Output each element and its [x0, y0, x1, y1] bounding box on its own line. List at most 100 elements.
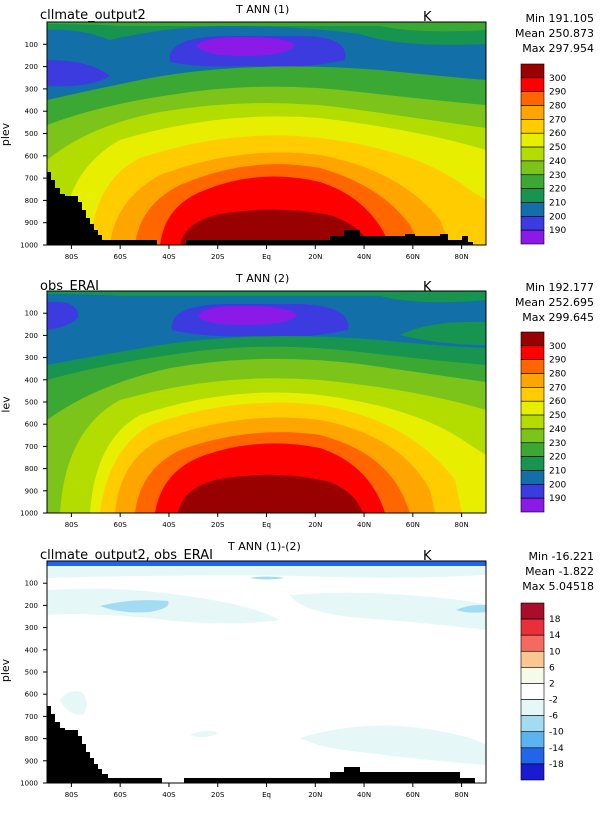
panel2-legend-label: 210 — [549, 466, 566, 476]
panel1-ytick-label: 1000 — [20, 242, 38, 250]
panel1-legend-swatch — [520, 188, 545, 203]
panel2-legend-label: 280 — [549, 370, 566, 380]
panel3-legend-swatch — [520, 634, 545, 652]
panel2-ytick-label: 100 — [25, 310, 38, 318]
panel3-max: Max 5.04518 — [522, 580, 594, 593]
panel3-legend-label: 6 — [549, 663, 555, 673]
panel2-legend-label: 300 — [549, 342, 566, 352]
panel1-contour-field — [47, 22, 486, 245]
panel2-legend-label: 230 — [549, 439, 566, 449]
panel2-ytick-label: 1000 — [20, 510, 38, 518]
panel1-legend-swatch — [520, 132, 545, 148]
panel2-legend-label: 190 — [549, 494, 566, 504]
panel1-xtick-label: 20S — [211, 253, 225, 261]
panel1-xtick-label: 60N — [406, 253, 420, 261]
panel1-ytick-label: 900 — [25, 219, 38, 227]
panel1-legend-swatch — [520, 77, 545, 92]
panel3-xtick-label: Eq — [262, 791, 271, 799]
panel2-ytick-label: 600 — [25, 421, 38, 429]
panel3-left-title: cllmate_output2, obs_ERAI — [40, 548, 213, 563]
panel3-legend-swatch — [520, 715, 545, 733]
panel1-legend-label: 250 — [549, 143, 566, 153]
panel2-units: K — [423, 280, 432, 295]
panel1-legend-swatch — [520, 174, 545, 189]
panel2-xtick-label: 40N — [357, 521, 371, 529]
panel1-legend-label: 290 — [549, 88, 566, 98]
panel3-min: Min -16.221 — [528, 550, 594, 563]
panel1-max: Max 297.954 — [522, 42, 594, 55]
panel1-ytick-label: 100 — [25, 41, 38, 49]
panel2-legend-swatch — [520, 359, 545, 374]
panel3-ytick-label: 300 — [25, 624, 38, 632]
panel1-ytick-label: 200 — [25, 63, 38, 71]
panel3-ytick-label: 700 — [25, 713, 38, 721]
panel2-legend-label: 260 — [549, 397, 566, 407]
panel2-legend-label: 290 — [549, 356, 566, 366]
panel1-xtick-label: 80N — [455, 253, 469, 261]
panel2-legend-label: 220 — [549, 453, 566, 463]
panel1-legend-label: 200 — [549, 212, 566, 222]
panel3-ytick-label: 600 — [25, 691, 38, 699]
panel2-left-title: obs_ERAI — [40, 279, 99, 294]
panel3-xtick-label: 80S — [65, 791, 79, 799]
panel1-legend-label: 240 — [549, 157, 566, 167]
panel3-legend-label: -14 — [549, 744, 564, 754]
panel2-ytick-label: 800 — [25, 465, 38, 473]
panel3-legend-label: -6 — [549, 712, 558, 722]
panel2-legend-label: 270 — [549, 383, 566, 393]
panel1-legend-swatch — [520, 105, 545, 120]
panel1-ytick-label: 700 — [25, 175, 38, 183]
panel3-xtick-label: 40N — [357, 791, 371, 799]
panel3-legend-swatch — [520, 618, 545, 636]
panel2-xtick-label: 60N — [406, 521, 420, 529]
panel3-legend-swatch — [520, 731, 545, 749]
panel2-xtick-label: 40S — [162, 521, 176, 529]
panel1-legend-swatch — [520, 91, 545, 106]
panel2-legend-label: 200 — [549, 480, 566, 490]
panel3-xtick-label: 20S — [211, 791, 225, 799]
panel2-xtick-label: 20N — [308, 521, 322, 529]
panel2-legend-swatch — [520, 484, 545, 499]
panel1-legend-label: 260 — [549, 129, 566, 139]
panel3-legend-swatch — [520, 699, 545, 716]
panel1-legend-swatch — [520, 63, 545, 79]
panel1-legend-swatch — [520, 119, 545, 134]
panel3-ytick-label: 900 — [25, 757, 38, 765]
panel3-xtick-label: 80N — [455, 791, 469, 799]
panel3-ytick-label: 200 — [25, 602, 38, 610]
panel1-units: K — [423, 10, 432, 25]
panel2-legend-swatch — [520, 400, 545, 416]
panel2-title: T ANN (2) — [236, 272, 290, 285]
panel2-xtick-label: 60S — [113, 521, 127, 529]
panel2-min: Min 192.177 — [525, 281, 594, 294]
panel3-legend-label: 10 — [549, 647, 561, 657]
panel1-legend-label: 190 — [549, 226, 566, 236]
panel3-legend-swatch — [520, 683, 545, 700]
panel3-ytick-label: 400 — [25, 646, 38, 654]
panel3-title: T ANN (1)-(2) — [228, 540, 301, 553]
panel2-legend-swatch — [520, 442, 545, 457]
panel1-xtick-label: 80S — [65, 253, 79, 261]
panel2-legend-swatch — [520, 497, 545, 513]
panel1-legend-label: 300 — [549, 74, 566, 84]
panel1-ytick-label: 800 — [25, 197, 38, 205]
panel3-legend-label: -18 — [549, 760, 564, 770]
panel3-legend-swatch — [520, 650, 545, 668]
panel3-legend-label: 2 — [549, 679, 555, 689]
panel3-units: K — [423, 549, 432, 564]
panel1-xtick-label: 40S — [162, 253, 176, 261]
panel2-ytick-label: 200 — [25, 332, 38, 340]
panel1-xtick-label: 20N — [308, 253, 322, 261]
panel1-legend-label: 270 — [549, 115, 566, 125]
panel2-legend-swatch — [520, 470, 545, 485]
panel2-legend-swatch — [520, 373, 545, 388]
panel3-xtick-label: 40S — [162, 791, 176, 799]
panel3-xtick-label: 20N — [308, 791, 322, 799]
axis-ticks: 80S 60S 40S 20S Eq 20N 40N 60N 80N 100 200 300 400 50… — [20, 41, 469, 799]
panel1-legend-swatch — [520, 229, 545, 245]
color-legends: 3002902802702602502402302202102001903002… — [520, 63, 566, 781]
panel1-ytick-label: 600 — [25, 152, 38, 160]
panel1-legend-label: 220 — [549, 185, 566, 195]
panel3-legend-label: 18 — [549, 615, 561, 625]
